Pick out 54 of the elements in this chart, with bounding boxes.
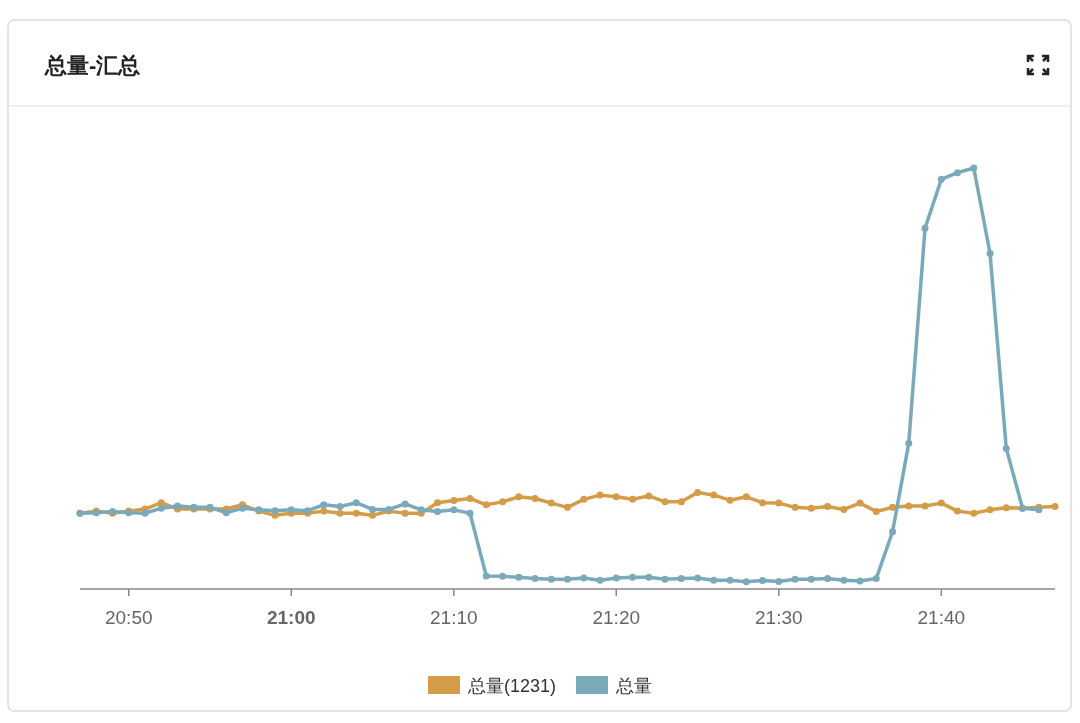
point <box>937 175 945 183</box>
point <box>905 439 913 447</box>
legend-label: 总量(1231) <box>466 676 557 696</box>
point <box>141 509 149 517</box>
point <box>840 576 848 584</box>
point <box>889 528 897 536</box>
point <box>986 249 994 257</box>
point <box>531 574 539 582</box>
point <box>661 575 669 583</box>
point <box>336 502 344 510</box>
point <box>271 507 279 515</box>
point <box>726 576 734 584</box>
point <box>222 509 230 517</box>
point <box>824 574 832 582</box>
x-tick-label: 20:50 <box>104 607 153 628</box>
point <box>629 573 637 581</box>
x-tick-label: 21:10 <box>430 607 478 628</box>
point <box>515 573 523 581</box>
point <box>401 500 409 508</box>
point <box>694 574 702 582</box>
point <box>856 577 864 585</box>
point <box>450 506 458 514</box>
point <box>1002 444 1010 452</box>
point <box>710 576 718 584</box>
x-tick-label: 21:00 <box>266 607 316 628</box>
point <box>612 574 620 582</box>
point <box>547 575 555 583</box>
point <box>677 574 685 582</box>
point <box>807 575 815 583</box>
point <box>564 575 571 583</box>
x-tick-label: 21:40 <box>917 607 966 628</box>
point <box>742 578 750 586</box>
point <box>320 501 328 509</box>
point <box>157 504 165 512</box>
point <box>352 499 360 507</box>
chart-title: 总量-汇总 <box>44 53 141 78</box>
point <box>921 224 929 232</box>
point <box>499 572 507 580</box>
point <box>580 574 588 582</box>
point <box>434 508 442 516</box>
point <box>775 577 783 585</box>
point <box>369 505 376 513</box>
point <box>466 509 474 517</box>
point <box>759 577 766 585</box>
point <box>645 573 653 581</box>
point <box>872 574 880 582</box>
point <box>970 164 978 172</box>
point <box>482 572 490 580</box>
point <box>596 576 604 584</box>
point <box>791 575 799 583</box>
legend-label: 总量 <box>615 676 653 696</box>
point <box>954 169 961 177</box>
x-tick-label: 21:30 <box>755 607 803 628</box>
x-tick-label: 21:20 <box>592 607 641 628</box>
